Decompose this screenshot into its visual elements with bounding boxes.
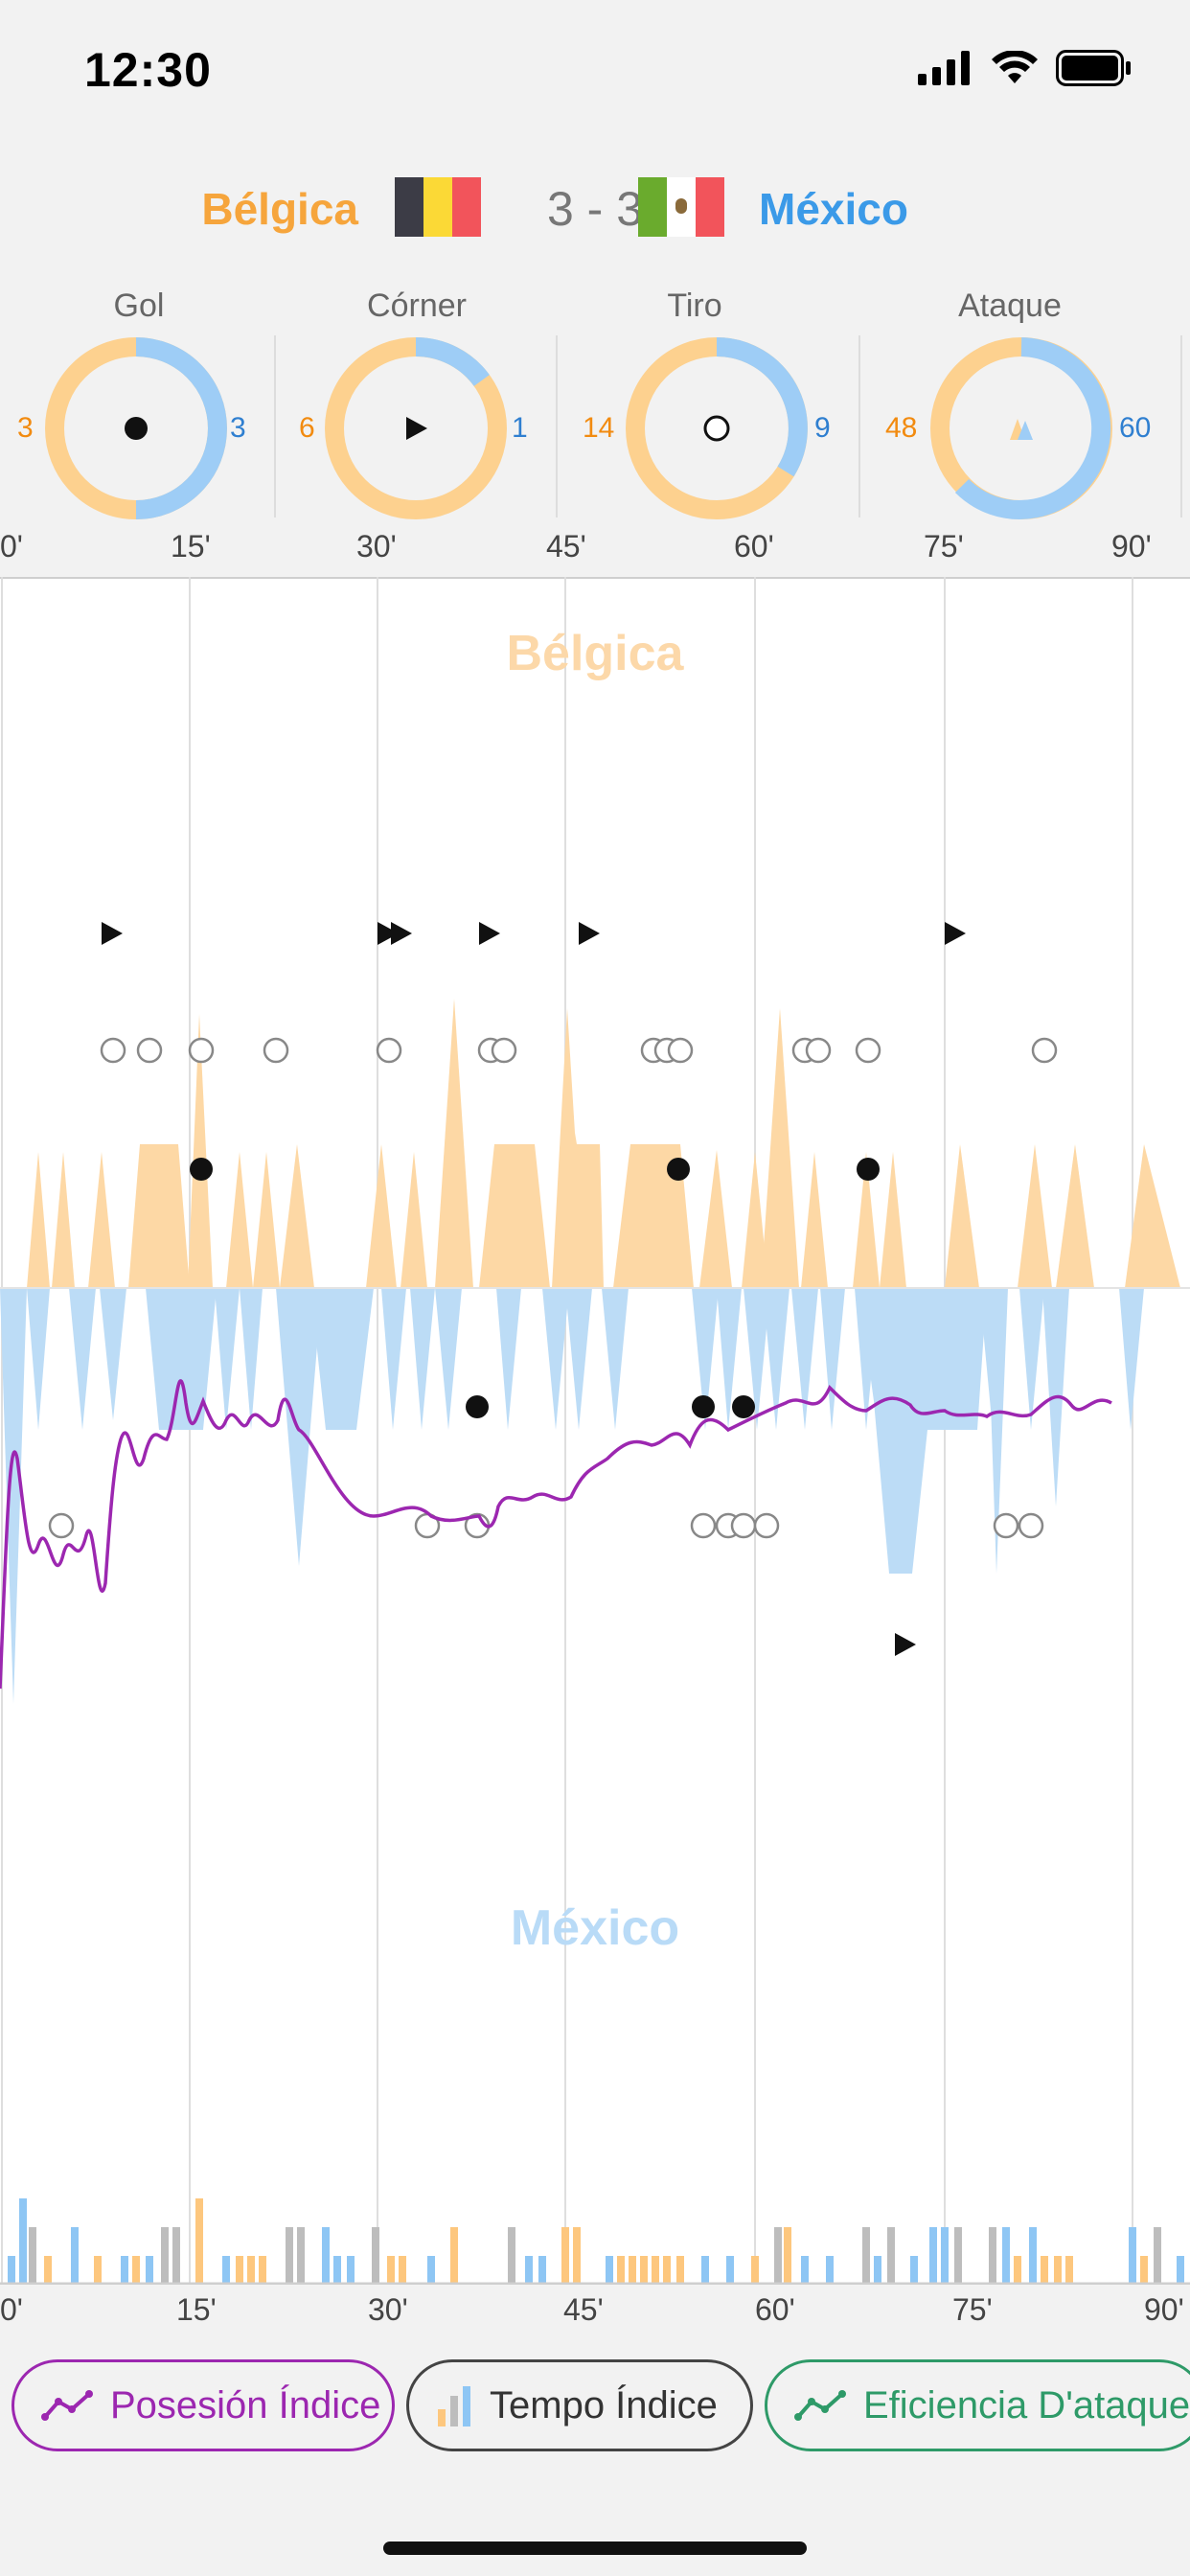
timeline-chart[interactable]: Bélgica México xyxy=(0,577,1190,2285)
timeline-svg xyxy=(0,577,1190,2285)
tick-label: 90' xyxy=(1111,529,1152,564)
stat-label: Gol xyxy=(113,288,165,324)
stat-home-value: 3 xyxy=(17,412,34,444)
tempo-bars xyxy=(8,2198,1184,2283)
stat-divider xyxy=(1180,335,1182,518)
stat-away-value: 3 xyxy=(230,412,246,444)
goal-marker xyxy=(667,1158,690,1181)
tick-label: 30' xyxy=(356,529,397,564)
trend-chart-icon xyxy=(794,2390,846,2421)
bar-chart-icon xyxy=(438,2386,470,2426)
corner-marker xyxy=(102,922,123,945)
tick-label: 60' xyxy=(734,529,774,564)
button-label: Eficiencia D'ataque xyxy=(863,2383,1190,2426)
corner-marker xyxy=(479,922,500,945)
stat-donut xyxy=(626,337,808,519)
wifi-icon xyxy=(992,51,1038,83)
attack-triangles-icon xyxy=(1010,419,1033,440)
away-team-name: México xyxy=(759,184,908,234)
hollow-circle-icon xyxy=(703,415,730,442)
tick-label: 75' xyxy=(924,529,964,564)
possession-line xyxy=(0,1379,1112,1690)
match-header: Bélgica 3 - 3 México xyxy=(0,168,1190,254)
button-label: Posesión Índice xyxy=(110,2383,381,2426)
signal-icon xyxy=(918,51,970,85)
mexico-flag-icon xyxy=(638,177,724,237)
stat-shots[interactable]: Tiro 14 9 xyxy=(575,283,853,522)
stat-divider xyxy=(556,335,558,518)
tick-label: 0' xyxy=(0,2292,23,2327)
time-axis-top: 0' 15' 30' 45' 60' 75' 90' xyxy=(0,529,1190,577)
attack-efficiency-button[interactable]: Eficiencia D'ataque xyxy=(765,2359,1190,2451)
tick-label: 75' xyxy=(952,2292,993,2327)
tempo-index-button[interactable]: Tempo Índice xyxy=(406,2359,753,2451)
corner-marker xyxy=(391,922,412,945)
stat-home-value: 6 xyxy=(299,412,315,444)
button-label: Tempo Índice xyxy=(490,2383,718,2426)
goal-marker xyxy=(190,1158,213,1181)
stat-away-value: 60 xyxy=(1119,412,1152,444)
stat-home-value: 14 xyxy=(583,412,615,444)
tick-label: 45' xyxy=(563,2292,604,2327)
corner-marker xyxy=(895,1633,916,1656)
time-axis-bottom: 0' 15' 30' 45' 60' 75' 90' xyxy=(0,2292,1190,2340)
line-chart-icon xyxy=(41,2390,93,2421)
triangle-flag-icon xyxy=(406,417,427,440)
stat-donut xyxy=(930,337,1112,519)
tick-label: 30' xyxy=(368,2292,408,2327)
tick-label: 15' xyxy=(171,529,211,564)
stat-away-value: 9 xyxy=(814,412,831,444)
stat-donut xyxy=(45,337,227,519)
status-bar: 12:30 xyxy=(0,0,1190,144)
stat-divider xyxy=(274,335,276,518)
possession-index-button[interactable]: Posesión Índice xyxy=(11,2359,395,2451)
filled-dot-icon xyxy=(125,417,148,440)
metric-buttons: Posesión Índice Tempo Índice Eficiencia … xyxy=(0,2359,1190,2455)
home-team-name: Bélgica xyxy=(201,184,358,234)
belgium-flag-icon xyxy=(395,177,481,237)
corner-marker xyxy=(378,922,399,945)
home-label: Bélgica xyxy=(506,626,684,681)
status-icons xyxy=(918,50,1133,86)
stat-corners[interactable]: Córner 6 1 xyxy=(278,283,556,522)
stats-row: Gol 3 3 Córner 6 1 Tiro 14 9 Ataque 4 xyxy=(0,283,1190,522)
stat-attacks[interactable]: Ataque 48 60 xyxy=(880,283,1157,522)
stat-label: Córner xyxy=(367,288,467,324)
stat-donut xyxy=(325,336,507,519)
stat-label: Tiro xyxy=(667,288,722,324)
corner-marker xyxy=(945,922,966,945)
goal-marker xyxy=(732,1395,755,1418)
corner-marker xyxy=(579,922,600,945)
stat-home-value: 48 xyxy=(885,412,918,444)
tick-label: 0' xyxy=(0,529,23,564)
tick-label: 60' xyxy=(755,2292,795,2327)
tick-label: 15' xyxy=(176,2292,217,2327)
goal-marker xyxy=(857,1158,880,1181)
away-label: México xyxy=(510,1900,680,1956)
stat-goals[interactable]: Gol 3 3 xyxy=(0,283,278,522)
battery-icon xyxy=(1056,50,1131,86)
stat-away-value: 1 xyxy=(512,412,528,444)
goal-marker xyxy=(466,1395,489,1418)
status-time: 12:30 xyxy=(84,43,212,97)
tick-label: 45' xyxy=(546,529,586,564)
goal-marker xyxy=(692,1395,715,1418)
stat-label: Ataque xyxy=(958,288,1062,324)
match-score: 3 - 3 xyxy=(546,182,644,236)
stat-divider xyxy=(858,335,860,518)
tick-label: 90' xyxy=(1144,2292,1184,2327)
home-indicator[interactable] xyxy=(383,2542,807,2555)
